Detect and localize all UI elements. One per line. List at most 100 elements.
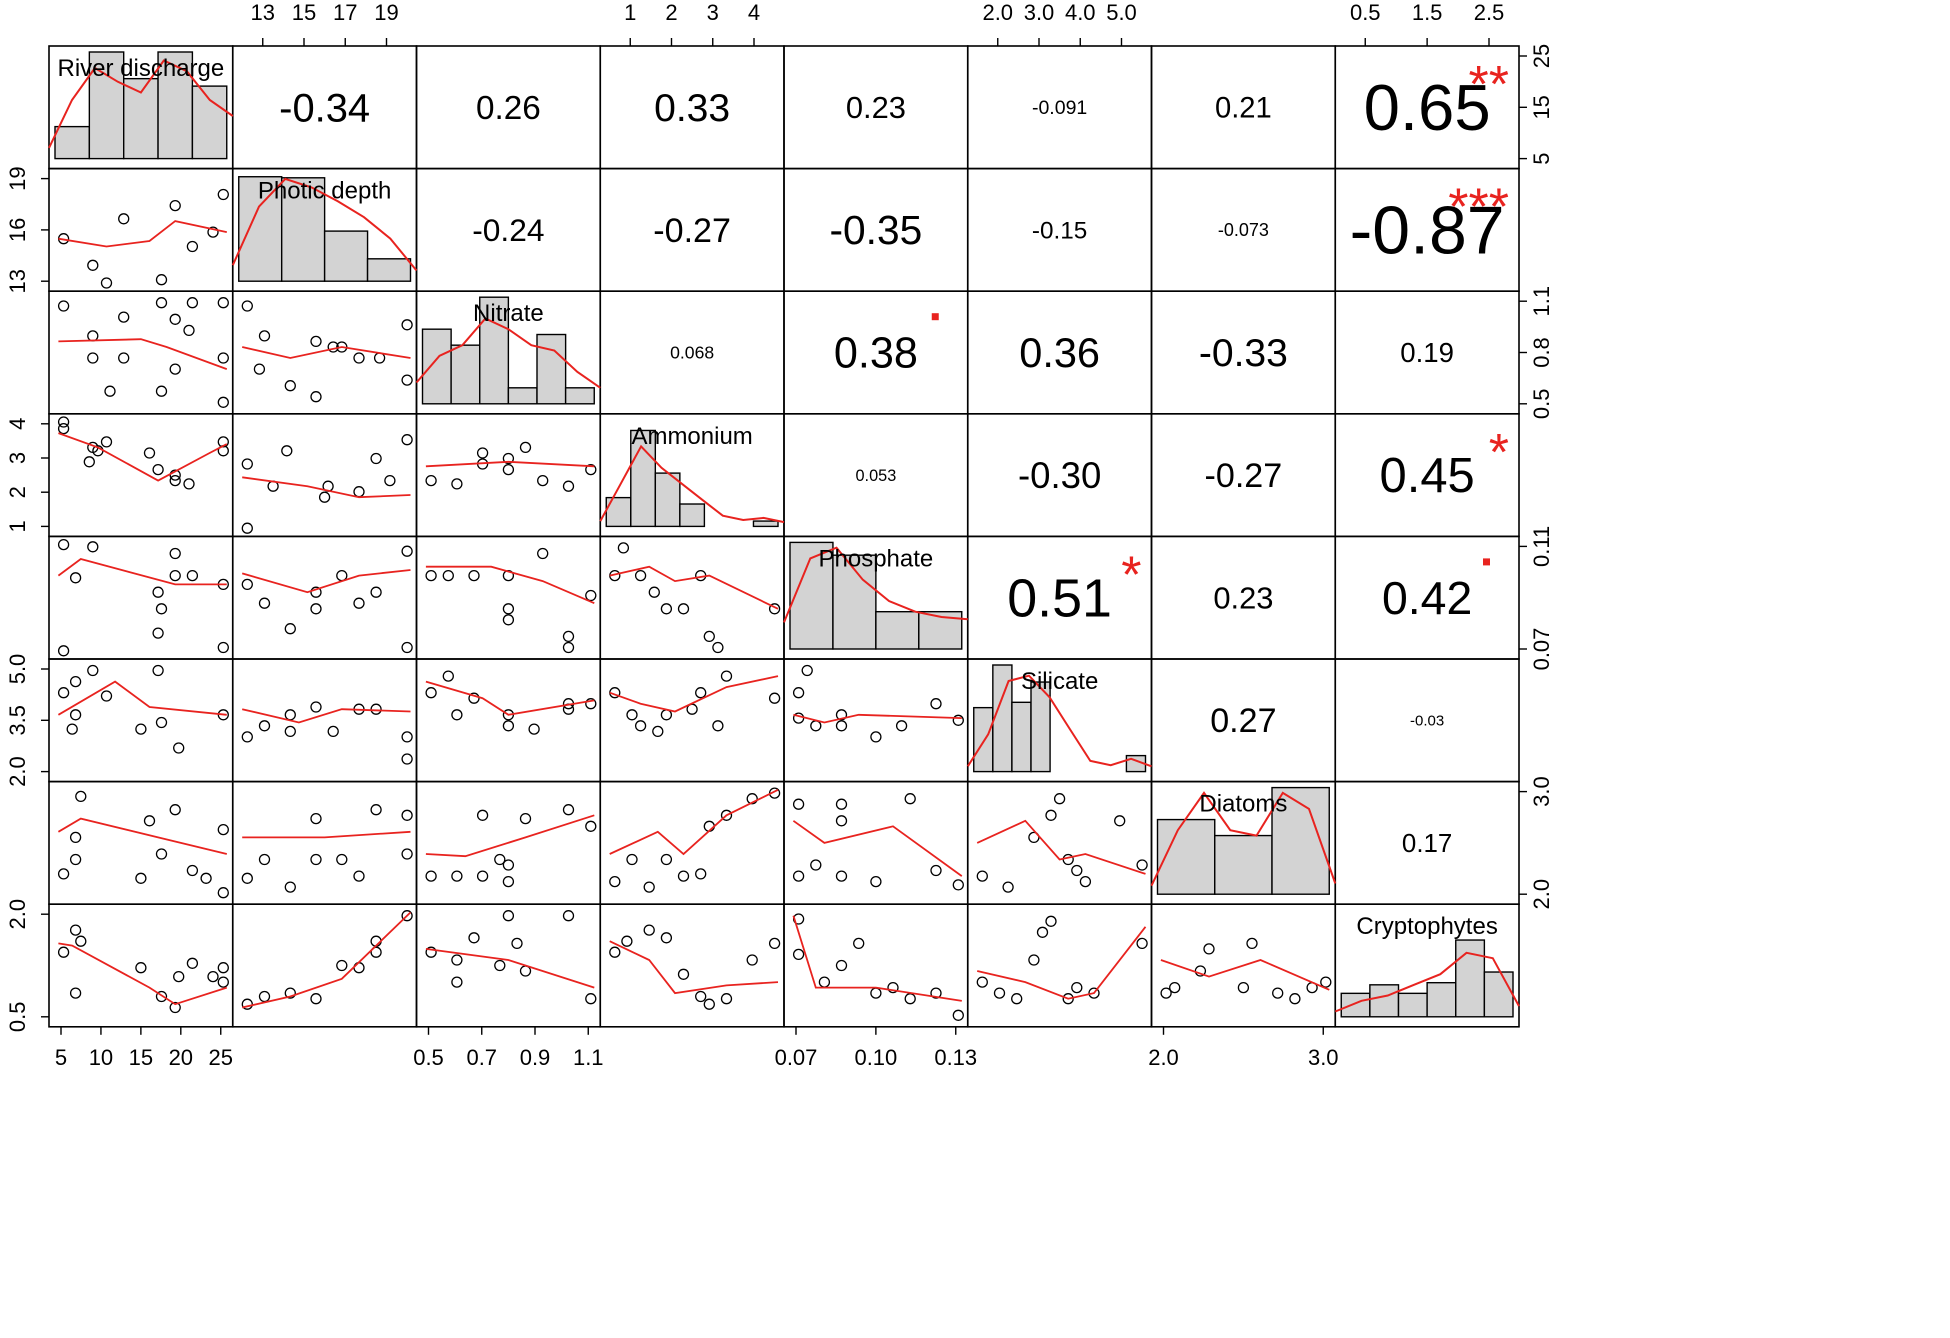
scatter-point	[703, 998, 715, 1010]
scatter-point	[792, 687, 805, 699]
scatter-point	[217, 641, 229, 654]
scatter-point	[370, 586, 382, 598]
loess-fit-line	[241, 708, 411, 724]
loess-fit-line	[976, 819, 1146, 875]
scatter-point	[152, 664, 164, 677]
scatter-point	[746, 793, 758, 805]
scatter-point	[241, 458, 253, 470]
scatter-point	[118, 311, 130, 323]
scatter-point	[183, 478, 195, 490]
scatter-point	[993, 987, 1006, 999]
panel-border	[231, 780, 418, 905]
scatter-point	[83, 456, 95, 468]
scatter-point	[1011, 993, 1023, 1005]
axis-tick-label: 3.0	[1024, 0, 1055, 25]
axis-tick-label: 1.1	[573, 1045, 604, 1070]
correlation-value: 0.33	[654, 87, 730, 130]
scatter-point	[695, 990, 707, 1003]
scatter-point	[217, 887, 229, 899]
scatter-point	[253, 363, 266, 375]
scatter-point	[1136, 937, 1148, 950]
scatter-point	[1203, 943, 1215, 955]
scatter-point	[870, 875, 882, 888]
density-curve	[415, 317, 601, 389]
scatter-point	[502, 720, 515, 732]
scatter-point	[451, 709, 463, 721]
scatter-point	[952, 879, 964, 891]
correlation-value: 0.23	[846, 90, 906, 125]
axis-tick-label: 1	[5, 520, 30, 532]
scatter-point	[370, 946, 382, 958]
histogram-bar	[973, 706, 994, 773]
loess-fit-line	[242, 830, 411, 839]
scatter-point	[930, 987, 942, 999]
panel-border	[599, 903, 785, 1028]
scatter-point	[66, 723, 78, 735]
panel-border	[783, 658, 969, 783]
scatter-point	[152, 586, 164, 598]
scatter-point	[677, 603, 690, 615]
variable-label: Photic depth	[258, 178, 391, 205]
scatter-point	[200, 872, 212, 884]
scatter-point	[353, 486, 365, 498]
scatter-point	[626, 853, 638, 866]
scatter-point	[648, 586, 660, 598]
scatter-point	[69, 924, 82, 936]
scatter-point	[69, 709, 82, 721]
scatter-point	[835, 959, 848, 972]
axis-tick-label: 5.0	[5, 654, 30, 685]
scatter-point	[720, 993, 733, 1005]
scatter-point	[895, 720, 908, 732]
scatter-point	[609, 875, 621, 888]
loess-fit-line	[1160, 959, 1330, 991]
scatter-point	[677, 968, 690, 980]
scatter-point	[370, 804, 382, 816]
scatter-point	[207, 226, 219, 238]
scatter-point	[1062, 993, 1074, 1005]
histogram-bar	[752, 520, 779, 528]
loess-fit-line	[425, 948, 595, 989]
scatter-point	[186, 240, 199, 253]
scatter-point	[853, 937, 865, 950]
panel-border	[599, 658, 785, 783]
scatter-point	[1045, 809, 1057, 821]
axis-tick-label: 2	[5, 486, 30, 498]
scatter-point	[1045, 915, 1057, 927]
scatter-point	[494, 959, 506, 972]
scatter-point	[835, 798, 848, 810]
axis-tick-label: 2.0	[1529, 879, 1554, 910]
histogram-bar	[654, 472, 681, 528]
correlation-value: 0.38	[834, 330, 918, 378]
histogram-bar	[875, 610, 920, 650]
scatter-point	[217, 188, 229, 201]
axis-tick-label: 19	[374, 0, 398, 25]
scatter-point	[519, 441, 532, 454]
scatter-point	[768, 937, 781, 950]
scatter-point	[1002, 881, 1014, 893]
scatter-point	[660, 853, 673, 866]
correlation-value: -0.27	[1205, 457, 1283, 495]
histogram-bar	[1156, 818, 1216, 895]
scatter-point	[810, 720, 822, 732]
histogram-bar	[191, 85, 228, 160]
scatter-point	[442, 670, 454, 682]
scatter-point	[537, 474, 549, 487]
scatter-point	[169, 1001, 181, 1014]
axis-tick-label: 17	[333, 0, 357, 25]
loess-fit-line	[57, 817, 228, 855]
scatter-point	[104, 385, 116, 397]
correlation-value: 0.053	[856, 467, 897, 485]
variable-label: Diatoms	[1199, 791, 1287, 818]
axis-tick-label: 15	[292, 0, 316, 25]
correlation-value: -0.34	[279, 86, 370, 130]
panel-border	[783, 780, 969, 905]
correlation-value: -0.27	[653, 212, 731, 250]
scatter-point	[57, 687, 70, 699]
loess-fit-line	[242, 476, 411, 499]
scatter-point	[562, 480, 575, 492]
scatter-point	[143, 815, 156, 827]
scatter-point	[1320, 976, 1332, 988]
scatter-point	[585, 589, 597, 602]
loess-fit-line	[58, 338, 228, 370]
scatter-point	[353, 597, 365, 609]
